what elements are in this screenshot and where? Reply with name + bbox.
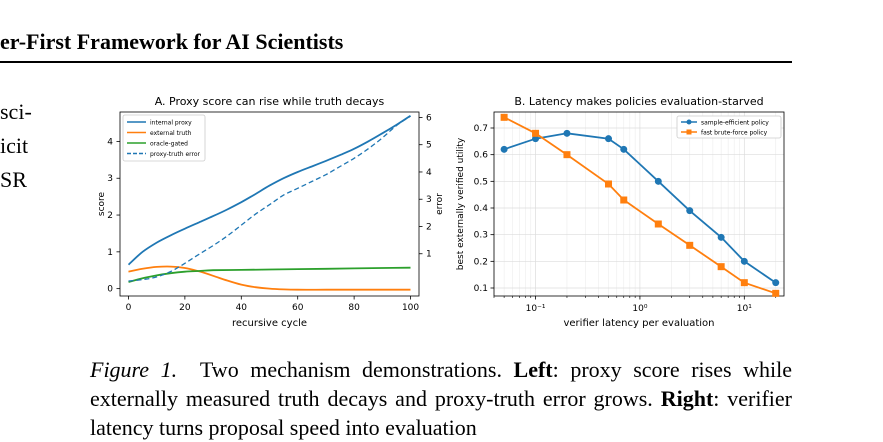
chart-a-x-tick-label: 60 bbox=[292, 303, 304, 313]
chart-a-legend-box bbox=[122, 114, 206, 162]
chart-b-point bbox=[500, 145, 508, 153]
chart-b-title: B. Latency makes policies evaluation-sta… bbox=[514, 95, 763, 108]
chart-b-legend-label: fast brute-force policy bbox=[701, 130, 768, 137]
chart-b-point bbox=[686, 241, 694, 249]
chart-a-y-label: score bbox=[97, 191, 107, 216]
chart-a-y2-tick-label: 4 bbox=[426, 168, 432, 178]
chart-a-x-tick-label: 100 bbox=[402, 303, 419, 313]
chart-a-x-tick-label: 20 bbox=[179, 303, 191, 313]
caption-right-label: Right bbox=[660, 386, 714, 411]
left-column-line: icit bbox=[0, 133, 29, 158]
chart-a-y2-label: error bbox=[435, 193, 445, 215]
chart-b-y-tick-label: 0.7 bbox=[474, 124, 488, 134]
chart-b-frame bbox=[493, 111, 785, 297]
chart-a-y-tick-label: 4 bbox=[107, 137, 113, 147]
caption-left-label: Left bbox=[513, 357, 553, 382]
chart-a-frame bbox=[119, 111, 420, 297]
chart-a-series-oracle-gated bbox=[128, 266, 411, 283]
chart-b-series-fast-brute-force-policy bbox=[503, 116, 776, 295]
chart-a-y2-tick-label: 1 bbox=[426, 250, 432, 260]
chart-b-point bbox=[620, 196, 628, 204]
chart-b-x-tick-label: 10⁻¹ bbox=[526, 304, 546, 314]
chart-b-point bbox=[532, 135, 540, 143]
left-column-text: sci- icit SR bbox=[0, 95, 32, 197]
running-title: er-First Framework for AI Scientists bbox=[0, 29, 344, 54]
chart-b-point bbox=[532, 129, 540, 137]
chart-b-y-label: best externally verified utility bbox=[456, 137, 466, 270]
figure-caption: Figure 1. Two mechanism demonstrations. … bbox=[90, 355, 792, 442]
chart-b-point bbox=[620, 145, 628, 153]
figure-1: A. Proxy score can rise while truth deca… bbox=[97, 95, 785, 329]
chart-a-series-proxy-truth-error bbox=[128, 115, 411, 282]
chart-b-y-tick-label: 0.3 bbox=[474, 231, 488, 241]
chart-b-x-tick-label: 10¹ bbox=[737, 304, 752, 314]
chart-b-point bbox=[686, 207, 694, 215]
chart-a-x-tick-label: 40 bbox=[236, 303, 248, 313]
caption-text: Two mechanism demonstrations. bbox=[199, 357, 502, 382]
chart-a-y-tick-label: 0 bbox=[107, 285, 113, 295]
chart-a-x-tick-label: 80 bbox=[348, 303, 360, 313]
chart-b-point bbox=[717, 263, 725, 271]
chart-a-series-internal-proxy bbox=[127, 114, 411, 266]
chart-b-point bbox=[740, 257, 748, 265]
chart-b-series-sample-efficient-policy bbox=[503, 132, 777, 284]
chart-b-point bbox=[740, 279, 748, 287]
chart-b-legend-label: sample-efficient policy bbox=[701, 120, 769, 127]
chart-a-y-tick-label: 1 bbox=[107, 248, 113, 258]
caption-label: Figure 1. bbox=[90, 357, 178, 382]
chart-b-point bbox=[500, 113, 508, 121]
chart-b-x-tick-label: 10⁰ bbox=[632, 304, 647, 314]
chart-b-point bbox=[772, 279, 780, 287]
chart-b-legend-marker bbox=[686, 129, 692, 135]
caption-text: : proxy score rises while externally mea… bbox=[90, 357, 792, 411]
chart-a-y2-tick-label: 5 bbox=[426, 141, 432, 151]
chart-a-x-label: recursive cycle bbox=[232, 318, 307, 329]
chart-b-y-tick-label: 0.1 bbox=[474, 284, 488, 294]
chart-b-legend-marker bbox=[686, 119, 692, 125]
chart-b-point bbox=[563, 151, 571, 159]
chart-a-y-tick-label: 2 bbox=[107, 211, 113, 221]
chart-a-y-tick-label: 3 bbox=[107, 174, 113, 184]
chart-a-y2-tick-label: 6 bbox=[426, 113, 432, 123]
left-column-line: SR bbox=[0, 167, 27, 192]
chart-a-legend-label: internal proxy bbox=[150, 120, 192, 127]
header-rule bbox=[0, 61, 792, 63]
chart-b-point bbox=[605, 180, 613, 188]
left-column-line: sci- bbox=[0, 99, 32, 124]
chart-b-point bbox=[563, 129, 571, 137]
chart-b-y-tick-label: 0.5 bbox=[474, 177, 488, 187]
chart-b-point bbox=[654, 220, 662, 228]
chart-b-y-tick-label: 0.6 bbox=[474, 151, 489, 161]
chart-a-title: A. Proxy score can rise while truth deca… bbox=[155, 95, 385, 108]
chart-b-x-label: verifier latency per evaluation bbox=[563, 318, 714, 329]
chart-a-series-external-truth bbox=[128, 265, 411, 291]
chart-b-point bbox=[654, 177, 662, 185]
chart-b-point bbox=[772, 289, 780, 297]
chart-b-legend-box bbox=[676, 115, 782, 139]
chart-a-legend-label: external truth bbox=[150, 130, 192, 137]
chart-b-y-tick-label: 0.4 bbox=[474, 204, 489, 214]
chart-a-x-tick-label: 0 bbox=[126, 303, 132, 313]
chart-a-legend-label: oracle-gated bbox=[150, 141, 188, 148]
chart-b-y-tick-label: 0.2 bbox=[474, 257, 488, 267]
chart-b-point bbox=[717, 233, 725, 241]
chart-b-point bbox=[605, 135, 613, 143]
chart-a-y2-tick-label: 3 bbox=[426, 195, 432, 205]
chart-a-legend-label: proxy-truth error bbox=[150, 151, 201, 158]
chart-a-y2-tick-label: 2 bbox=[426, 222, 432, 232]
